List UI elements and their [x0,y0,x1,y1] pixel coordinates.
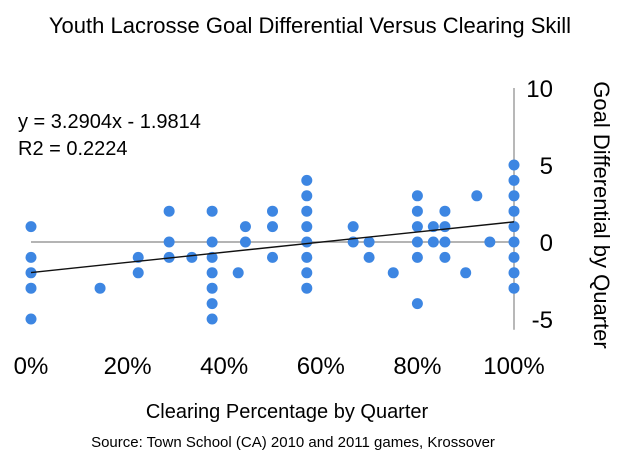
x-tick-label: 20% [104,353,152,380]
data-point [411,190,423,202]
data-point [25,313,37,325]
data-point [132,251,144,263]
data-point [439,236,451,248]
data-point [508,174,520,186]
data-point [206,282,218,294]
data-point [301,282,313,294]
data-point [239,221,251,233]
x-axis-title: Clearing Percentage by Quarter [146,401,429,423]
y-tick-label: 0 [540,230,553,257]
data-point [301,190,313,202]
data-point [163,236,175,248]
trendline-equation: y = 3.2904x - 1.9814 [18,111,201,133]
data-point [439,251,451,263]
data-point [267,221,278,233]
data-point [387,267,399,279]
data-point [508,251,520,263]
data-point [508,282,520,294]
data-point [301,236,313,248]
data-point [411,251,423,263]
x-tick-label: 100% [483,353,544,380]
data-point [301,251,313,263]
x-tick-labels: 0% 20% 40% 60% 80% 100% [14,353,545,380]
data-points [25,159,520,325]
data-point [301,267,313,279]
data-point [508,236,520,248]
data-point [206,236,218,248]
data-point [239,236,251,248]
data-point [94,282,106,294]
trendline [30,221,515,274]
x-tick-label: 40% [200,353,248,380]
y-tick-label: -5 [532,307,553,334]
data-point [363,251,375,263]
data-point [427,236,439,248]
data-point [25,282,37,294]
data-point [508,267,520,279]
data-point [411,221,423,233]
y-tick-label: 10 [526,76,553,103]
data-point [206,267,218,279]
data-point [267,205,278,217]
data-point [301,174,313,186]
data-point [363,236,375,248]
x-tick-label: 0% [14,353,49,380]
data-point [439,221,451,233]
data-point [471,190,483,202]
data-point [301,221,313,233]
y-axis-title: Goal Differential by Quarter [589,81,614,348]
data-point [411,205,423,217]
data-point [206,313,218,325]
chart-title: Youth Lacrosse Goal Differential Versus … [49,13,571,38]
data-point [163,205,175,217]
data-point [25,221,37,233]
x-tick-label: 80% [393,353,441,380]
data-point [508,205,520,217]
data-point [484,236,496,248]
r-squared-label: R2 = 0.2224 [18,138,128,160]
data-point [206,205,218,217]
data-point [411,298,423,310]
data-point [439,205,451,217]
data-point [132,267,144,279]
y-tick-labels: 10 5 0 -5 [526,76,553,334]
source-note: Source: Town School (CA) 2010 and 2011 g… [91,434,495,451]
data-point [508,159,520,171]
data-point [206,251,218,263]
x-tick-label: 60% [297,353,345,380]
data-point [206,298,218,310]
data-point [25,251,37,263]
data-point [25,267,37,279]
data-point [186,251,198,263]
data-point [301,205,313,217]
data-point [232,267,244,279]
y-tick-label: 5 [540,153,553,180]
data-point [508,190,520,202]
data-point [460,267,472,279]
data-point [267,251,278,263]
data-point [411,236,423,248]
data-point [347,221,359,233]
data-point [508,221,520,233]
